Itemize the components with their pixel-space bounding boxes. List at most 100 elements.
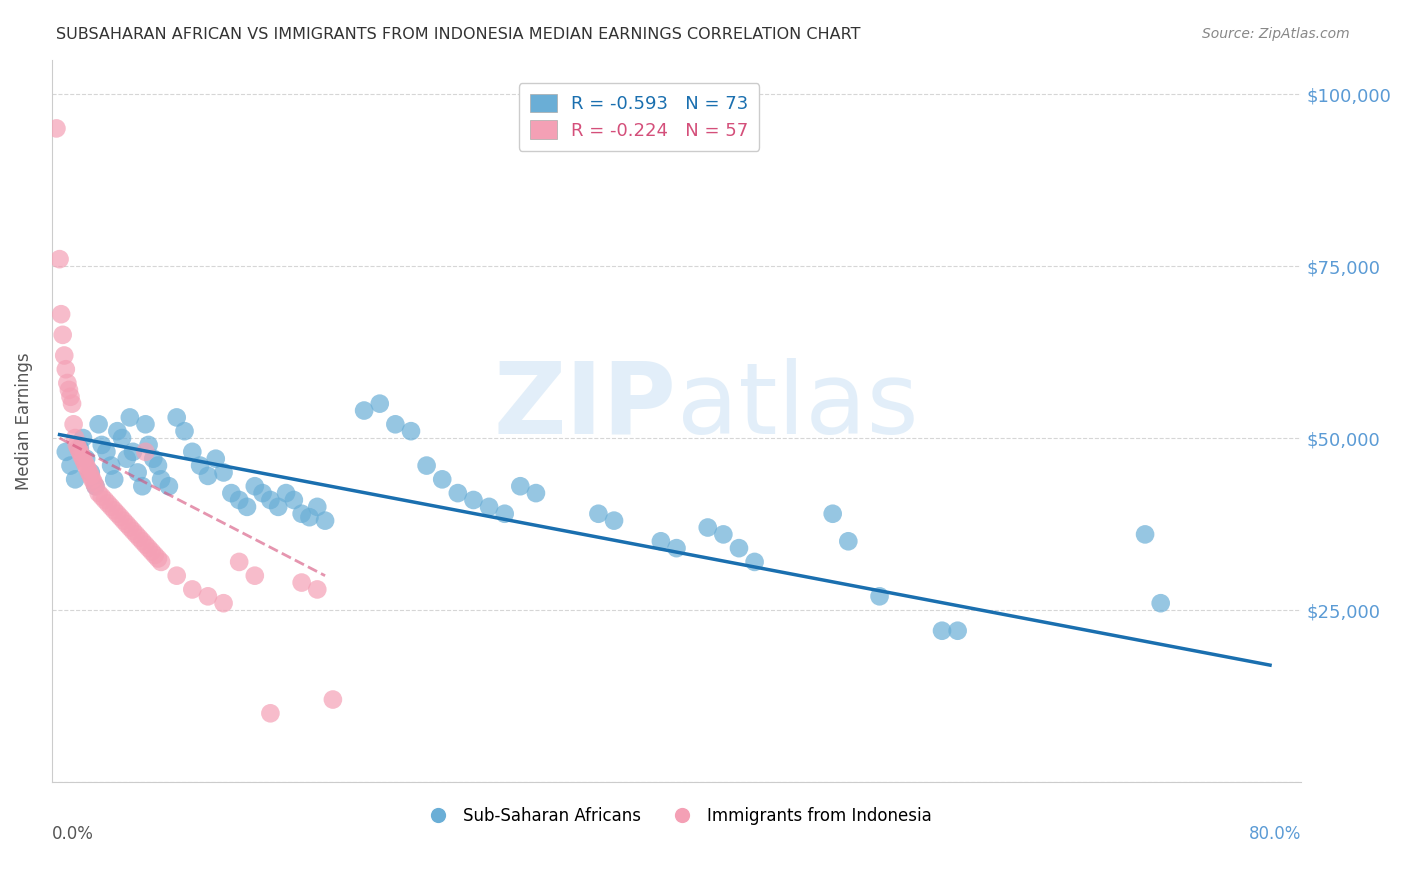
Text: 80.0%: 80.0% [1249,825,1302,844]
Point [118,520,141,534]
Point [291,575,314,590]
Point [259,706,281,721]
Point [63,472,86,486]
Point [53,349,76,363]
Point [72,451,94,466]
Point [143,548,166,562]
Point [166,568,188,582]
Point [307,582,329,597]
Point [307,500,329,514]
Point [134,445,156,459]
Point [84,479,107,493]
Point [122,524,145,538]
Point [869,590,891,604]
Point [228,493,250,508]
Point [110,510,132,524]
Point [494,507,516,521]
Point [415,458,437,473]
Point [274,486,297,500]
Point [314,514,336,528]
Text: Source: ZipAtlas.com: Source: ZipAtlas.com [1202,27,1350,41]
Point [131,534,153,549]
Point [56,376,79,390]
Point [1150,596,1173,610]
Point [90,438,112,452]
Point [75,451,97,466]
Point [141,544,163,558]
Point [197,469,219,483]
Point [70,448,93,462]
Point [212,466,235,480]
Point [181,445,204,459]
Point [73,455,96,469]
Point [188,458,211,473]
Point [283,493,305,508]
Point [142,451,165,466]
Point [69,442,91,456]
Point [83,475,105,490]
Point [291,507,314,521]
Point [77,466,100,480]
Point [368,397,391,411]
Point [181,582,204,597]
Point [72,431,94,445]
Point [49,307,72,321]
Point [67,442,90,456]
Point [105,424,128,438]
Point [157,479,180,493]
Point [111,431,134,445]
Point [55,362,77,376]
Point [103,472,125,486]
Point [212,596,235,610]
Point [463,493,485,508]
Point [711,527,734,541]
Point [259,493,281,508]
Point [59,458,82,473]
Point [63,431,86,445]
Point [87,486,110,500]
Point [87,417,110,432]
Point [946,624,969,638]
Point [97,496,120,510]
Point [837,534,859,549]
Point [221,486,243,500]
Point [447,486,470,500]
Point [524,486,547,500]
Point [267,500,290,514]
Point [94,493,117,508]
Point [138,541,160,556]
Point [228,555,250,569]
Point [66,438,89,452]
Point [252,486,274,500]
Point [52,327,75,342]
Point [384,417,406,432]
Legend: Sub-Saharan Africans, Immigrants from Indonesia: Sub-Saharan Africans, Immigrants from In… [415,800,939,831]
Point [931,624,953,638]
Point [173,424,195,438]
Text: ZIP: ZIP [494,358,676,455]
Point [728,541,751,556]
Text: 0.0%: 0.0% [52,825,94,844]
Point [122,445,145,459]
Point [125,527,148,541]
Point [100,458,122,473]
Point [665,541,688,556]
Point [75,458,97,473]
Point [118,410,141,425]
Point [103,503,125,517]
Point [76,462,98,476]
Point [298,510,321,524]
Point [322,692,344,706]
Text: SUBSAHARAN AFRICAN VS IMMIGRANTS FROM INDONESIA MEDIAN EARNINGS CORRELATION CHAR: SUBSAHARAN AFRICAN VS IMMIGRANTS FROM IN… [56,27,860,42]
Point [821,507,844,521]
Point [432,472,454,486]
Point [105,507,128,521]
Y-axis label: Median Earnings: Median Earnings [15,352,32,490]
Point [1133,527,1156,541]
Point [134,538,156,552]
Point [80,466,103,480]
Text: atlas: atlas [676,358,918,455]
Point [353,403,375,417]
Point [138,438,160,452]
Point [204,451,226,466]
